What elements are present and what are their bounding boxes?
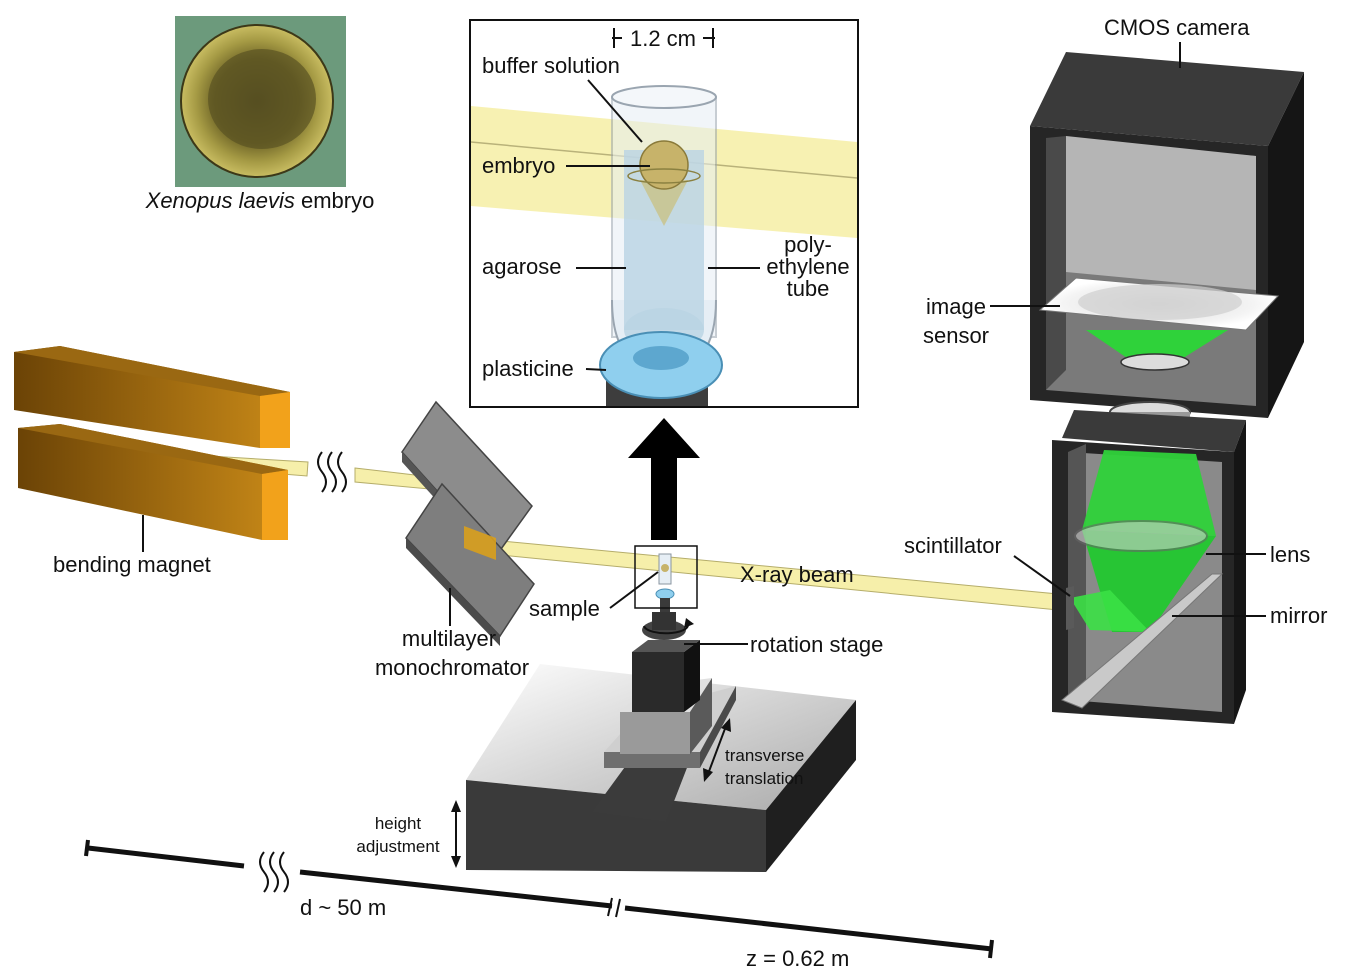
monochromator-label-line1: multilayer [402, 626, 496, 651]
multilayer-monochromator [401, 400, 535, 646]
tube-label-line3: tube [787, 276, 830, 301]
transverse-arrow [703, 718, 731, 782]
detector-housing [1052, 410, 1246, 724]
agarose-label: agarose [482, 254, 562, 279]
sample-label: sample [529, 596, 600, 621]
plasticine-leader [585, 368, 607, 371]
sample-stage [466, 545, 856, 872]
zoom-arrow [628, 418, 700, 540]
transverse-label-line2: translation [725, 769, 803, 788]
embryo-photo [175, 16, 346, 187]
mirror-label: mirror [1270, 603, 1327, 628]
distance-d-label: d ~ 50 m [300, 895, 386, 920]
plasticine-label: plasticine [482, 356, 574, 381]
sample-inset [469, 19, 859, 408]
image-sensor-label-line2: sensor [923, 323, 989, 348]
tube-label-line1: poly- [784, 232, 832, 257]
sample-leader [609, 571, 659, 609]
scintillator-leader [1013, 555, 1071, 597]
bending-magnet-label: bending magnet [53, 552, 211, 577]
embryo-photo-caption: Xenopus laevis embryo [145, 188, 375, 213]
height-label-line1: height [375, 814, 422, 833]
rotation-stage-label: rotation stage [750, 632, 883, 657]
distance-axis [84, 839, 994, 959]
beam-break-marks [317, 451, 347, 493]
tube-label-line2: ethylene [766, 254, 849, 279]
scintillator-label: scintillator [904, 533, 1002, 558]
distance-z-label: z = 0.62 m [746, 946, 849, 971]
buffer-solution-label: buffer solution [482, 53, 620, 78]
lens-label: lens [1270, 542, 1310, 567]
xray-beam-label: X-ray beam [740, 562, 854, 587]
cmos-camera-label: CMOS camera [1104, 15, 1250, 40]
transverse-label-line1: transverse [725, 746, 804, 765]
scale-bar [612, 28, 715, 48]
buffer-leader [587, 79, 643, 143]
cmos-camera [1030, 52, 1304, 424]
bending-magnet [14, 346, 290, 540]
embryo-label: embryo [482, 153, 555, 178]
height-label-line2: adjustment [356, 837, 439, 856]
monochromator-label-line2: monochromator [375, 655, 529, 680]
height-arrow [451, 800, 461, 868]
image-sensor-label-line1: image [926, 294, 986, 319]
scale-bar-label: 1.2 cm [630, 26, 696, 51]
